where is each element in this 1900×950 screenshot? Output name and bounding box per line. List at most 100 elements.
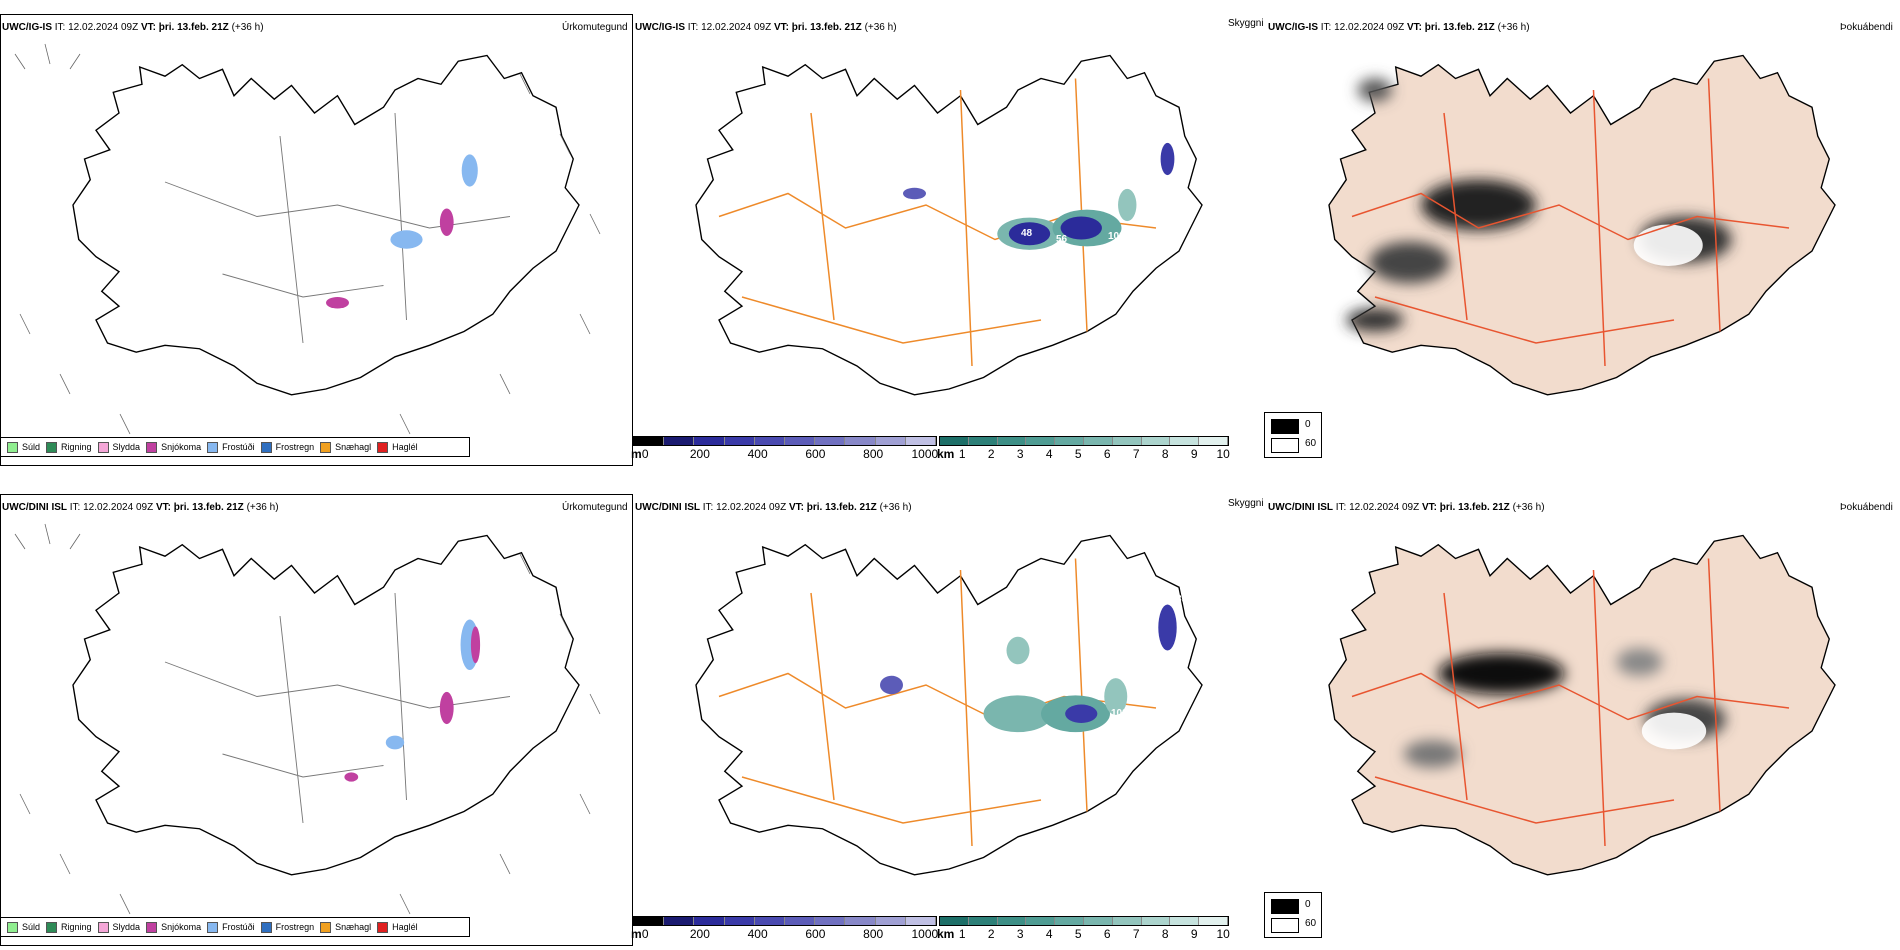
lead-time: (+36 h) (246, 502, 279, 513)
swatch-icon (97, 441, 109, 453)
map-frame (0, 494, 633, 946)
swatch-icon (1271, 899, 1299, 914)
swatch-icon (146, 441, 158, 453)
vt-label: VT: (788, 502, 804, 513)
legend-item: Snæhagl (320, 921, 372, 933)
fog-legend: 0 60 (1264, 892, 1322, 938)
panel-header: UWC/IG-IS IT: 12.02.2024 09Z VT: þri. 13… (635, 22, 897, 33)
tick-label: 9 (1190, 447, 1198, 461)
legend-label: Frostregn (275, 922, 315, 932)
km-unit: km (937, 447, 955, 461)
fog-legend: 0 60 (1264, 412, 1322, 458)
legend-item: Súld (7, 441, 40, 453)
swatch-icon (7, 921, 18, 933)
tick-label: 1000 (911, 447, 939, 461)
legend-label: Snæhagl (335, 442, 372, 452)
tick-label: 3 (1016, 927, 1024, 941)
swatch-icon (377, 441, 389, 453)
km-scale-cells (939, 916, 1229, 926)
iceland-map-fog (1328, 54, 1836, 396)
tick-label: 2 (987, 447, 995, 461)
panel-header: UWC/IG-IS IT: 12.02.2024 09Z VT: þri. 13… (1268, 22, 1530, 33)
iceland-map-precip (14, 43, 601, 435)
visibility-panel-top: UWC/IG-IS IT: 12.02.2024 09Z VT: þri. 13… (631, 14, 1266, 466)
panel-title: Þokuábendi (1840, 22, 1893, 33)
swatch-icon (207, 441, 219, 453)
vt-value: þri. 13.feb. 21Z (1439, 502, 1510, 513)
tick-label: 8 (1161, 447, 1169, 461)
lead-time: (+36 h) (1497, 22, 1530, 33)
visibility-panel-bottom: UWC/DINI ISL IT: 12.02.2024 09Z VT: þri.… (631, 494, 1266, 946)
tick-label: 7 (1132, 447, 1140, 461)
swatch-icon (97, 921, 109, 933)
vt-value: þri. 13.feb. 21Z (806, 502, 877, 513)
it-value: 12.02.2024 09Z (716, 502, 787, 513)
map-frame (0, 14, 633, 466)
tick-label: 1 (958, 927, 966, 941)
panel-title: Úrkomutegund (562, 22, 628, 33)
legend-item: Frostregn (260, 441, 315, 453)
legend-label: Súld (22, 922, 41, 932)
legend-label: Slydda (112, 442, 141, 452)
legend-label: 60 (1305, 438, 1317, 449)
legend-label: Haglél (392, 442, 418, 452)
legend-item: Slydda (97, 921, 140, 933)
tick-label: 2 (987, 927, 995, 941)
lead-time: (+36 h) (879, 502, 912, 513)
km-scale-cells (939, 436, 1229, 446)
model-name: UWC/IG-IS (1268, 22, 1318, 33)
tick-label: 600 (805, 927, 826, 941)
it-label: IT: (1320, 22, 1332, 33)
legend-label: Snæhagl (335, 922, 372, 932)
tick-label: 400 (747, 927, 768, 941)
panel-title: Skyggni (1228, 18, 1264, 29)
swatch-icon (46, 921, 58, 933)
it-label: IT: (1335, 502, 1347, 513)
vt-value: þri. 13.feb. 21Z (791, 22, 862, 33)
precip-type-legend: Súld Rigning Slydda Snjókoma Frostúði Fr… (0, 437, 470, 457)
km-tick-labels: 1 2 3 4 5 6 7 8 9 10 (939, 927, 1230, 941)
tick-label: 800 (863, 927, 884, 941)
iceland-map-precip (14, 523, 601, 915)
it-value: 12.02.2024 09Z (701, 22, 772, 33)
tick-label: 200 (689, 447, 710, 461)
vt-value: þri. 13.feb. 21Z (158, 22, 229, 33)
tick-label: 6 (1103, 927, 1111, 941)
iceland-map-visibility: 89 12 108 40 (695, 534, 1203, 876)
tick-label: 0 (641, 927, 649, 941)
vt-label: VT: (1406, 22, 1422, 33)
tick-label: 4 (1045, 447, 1053, 461)
tick-label: 400 (747, 447, 768, 461)
tick-label: 10 (1216, 447, 1230, 461)
vt-label: VT: (155, 502, 171, 513)
model-name: UWC/IG-IS (2, 22, 52, 33)
model-name: UWC/IG-IS (635, 22, 685, 33)
legend-item: Haglél (377, 921, 418, 933)
tick-label: 200 (689, 927, 710, 941)
m-unit: m (631, 927, 642, 941)
it-value: 12.02.2024 09Z (1349, 502, 1420, 513)
legend-item: Snjókoma (146, 441, 201, 453)
swatch-icon (7, 441, 18, 453)
swatch-icon (260, 441, 272, 453)
model-name: UWC/DINI ISL (1268, 502, 1333, 513)
m-tick-labels: 0 200 400 600 800 1000 (633, 447, 939, 461)
vt-label: VT: (140, 22, 156, 33)
legend-label: 0 (1305, 419, 1311, 430)
precip-type-legend: Súld Rigning Slydda Snjókoma Frostúði Fr… (0, 917, 470, 937)
tick-label: 5 (1074, 447, 1082, 461)
vt-label: VT: (773, 22, 789, 33)
legend-label: Rigning (61, 442, 92, 452)
swatch-icon (260, 921, 272, 933)
lead-time: (+36 h) (864, 22, 897, 33)
vt-value: þri. 13.feb. 21Z (1424, 22, 1495, 33)
legend-label: Frostregn (275, 442, 315, 452)
fog-panel-top: UWC/IG-IS IT: 12.02.2024 09Z VT: þri. 13… (1264, 14, 1900, 466)
tick-label: 4 (1045, 927, 1053, 941)
legend-item: Frostúði (207, 441, 255, 453)
it-label: IT: (687, 22, 699, 33)
panel-title: Skyggni (1228, 498, 1264, 509)
legend-item: Súld (7, 921, 41, 933)
tick-label: 600 (805, 447, 826, 461)
legend-item: Haglél (377, 441, 418, 453)
